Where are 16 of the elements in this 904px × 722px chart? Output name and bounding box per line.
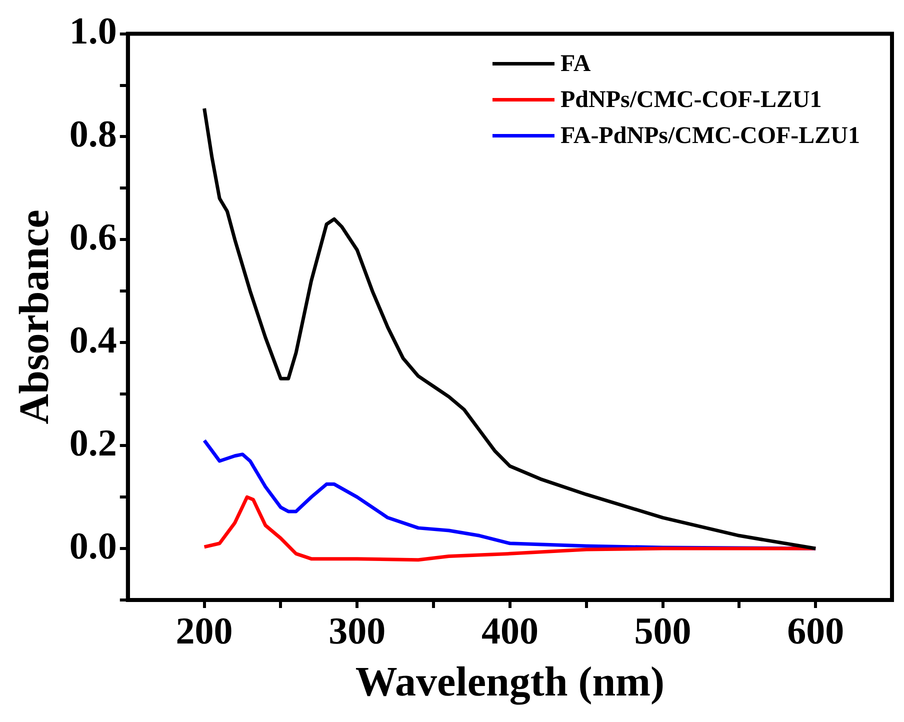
y-tick-label: 0.2 xyxy=(69,422,117,464)
y-tick-label: 0.4 xyxy=(69,319,117,362)
y-tick-label: 1.0 xyxy=(69,10,117,53)
x-tick-label: 300 xyxy=(328,610,386,653)
y-tick-label: 0.8 xyxy=(69,114,117,156)
x-axis-title: Wavelength (nm) xyxy=(355,660,665,706)
legend-label: PdNPs/CMC-COF-LZU1 xyxy=(560,87,822,114)
x-tick-label: 200 xyxy=(176,610,233,653)
x-tick-label: 500 xyxy=(634,610,692,653)
legend-label: FA-PdNPs/CMC-COF-LZU1 xyxy=(560,123,860,150)
x-tick-label: 400 xyxy=(481,610,538,653)
x-tick-label: 600 xyxy=(787,610,844,653)
legend-label: FA xyxy=(560,51,592,78)
y-axis-title: Absorbance xyxy=(12,210,58,424)
y-tick-label: 0.6 xyxy=(69,216,117,259)
y-tick-label: 0.0 xyxy=(69,525,117,568)
